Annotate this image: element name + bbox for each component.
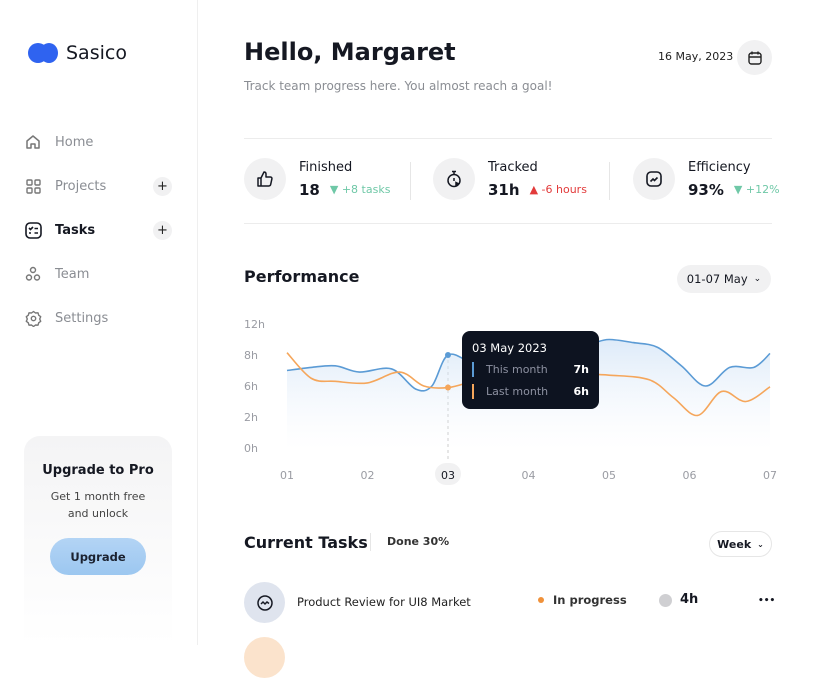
brand-name: Sasico [66,42,127,64]
add-task-button[interactable]: + [153,220,172,240]
logo-mark-icon [28,43,58,63]
divider [244,138,772,139]
y-tick-label: 12h [244,318,265,331]
sidebar: Sasico Home Projects + Tasks + Team Sett… [0,0,198,645]
task-icon [244,582,285,623]
current-date: 16 May, 2023 [658,50,734,63]
upgrade-text: Get 1 month free and unlock [50,490,146,520]
divider [370,533,371,551]
y-tick-label: 0h [244,442,258,455]
y-tick-label: 8h [244,349,258,362]
stat-value: 18 [299,180,320,199]
sidebar-item-settings[interactable]: Settings [24,306,174,330]
hover-point [445,384,451,391]
task-time: 4h [680,592,699,607]
tooltip-row-this-month: This month 7h [472,362,589,377]
status-dot [538,597,544,603]
page-subtitle: Track team progress here. You almost rea… [244,79,553,93]
x-tick-label: 04 [522,469,536,482]
y-tick-label: 2h [244,411,258,424]
upgrade-title: Upgrade to Pro [42,463,154,478]
tasks-done-percent: Done 30% [387,535,450,548]
upgrade-button[interactable]: Upgrade [50,538,146,575]
x-tick-label: 05 [602,469,616,482]
stopwatch-icon [433,158,475,200]
tasks-icon [24,221,42,239]
tooltip-title: 03 May 2023 [472,341,547,355]
calendar-button[interactable] [737,40,772,75]
task-icon [244,637,285,678]
stat-delta: ▲ -6 hours [529,183,587,196]
week-filter-dropdown[interactable]: Week ⌄ [709,531,772,557]
logo[interactable]: Sasico [28,42,127,64]
home-icon [24,133,42,151]
more-options-button[interactable]: ••• [758,596,776,606]
stat-delta: ▼ +12% [733,183,780,196]
sidebar-item-team[interactable]: Team [24,262,174,286]
thumbs-up-icon [244,158,286,200]
sidebar-item-projects[interactable]: Projects + [24,174,174,198]
trend-icon [633,158,675,200]
sidebar-item-label: Home [55,134,94,150]
sidebar-item-label: Settings [55,310,109,326]
stat-finished: Finished 18 ▼ +8 tasks [244,158,390,200]
stat-label: Finished [299,159,353,175]
sidebar-item-label: Projects [55,178,107,194]
stat-value: 31h [488,180,520,199]
stat-label: Efficiency [688,159,751,175]
chart-tooltip: 03 May 2023 This month 7h Last month 6h [462,331,599,409]
team-icon [24,265,42,283]
stat-delta: ▼ +8 tasks [329,183,391,196]
clock-icon [659,594,672,607]
x-tick-label: 03 [441,469,455,482]
performance-title: Performance [244,267,360,286]
hover-point [445,352,451,358]
stat-label: Tracked [488,159,538,175]
y-tick-label: 6h [244,380,258,393]
sidebar-item-tasks[interactable]: Tasks + [24,218,174,242]
x-tick-label: 06 [683,469,697,482]
add-project-button[interactable]: + [153,176,172,196]
stat-efficiency: Efficiency 93% ▼ +12% [633,158,780,200]
grid-icon [24,177,42,195]
sidebar-item-home[interactable]: Home [24,130,174,154]
sidebar-item-label: Team [55,266,90,282]
chevron-down-icon: ⌄ [757,539,764,549]
sidebar-item-label: Tasks [55,222,96,238]
divider [609,162,610,200]
x-tick-label: 01 [280,469,294,482]
stat-value: 93% [688,180,724,199]
calendar-icon [747,51,762,65]
divider [410,162,411,200]
current-tasks-title: Current Tasks [244,533,368,552]
stat-tracked: Tracked 31h ▲ -6 hours [433,158,587,200]
week-filter-value: Week [717,537,752,551]
x-tick-highlight [435,463,461,485]
x-tick-label: 02 [361,469,375,482]
gear-icon [24,309,42,327]
date-range-value: 01-07 May [686,272,748,286]
date-range-dropdown[interactable]: 01-07 May ⌄ [677,265,771,293]
task-status: In progress [553,593,627,607]
upgrade-card: Upgrade to Pro Get 1 month free and unlo… [24,436,172,645]
x-tick-label: 07 [763,469,777,482]
page-title: Hello, Margaret [244,38,456,66]
task-name[interactable]: Product Review for UI8 Market [297,595,471,609]
divider [244,223,772,224]
tooltip-row-last-month: Last month 6h [472,384,589,399]
chevron-down-icon: ⌄ [753,274,762,284]
